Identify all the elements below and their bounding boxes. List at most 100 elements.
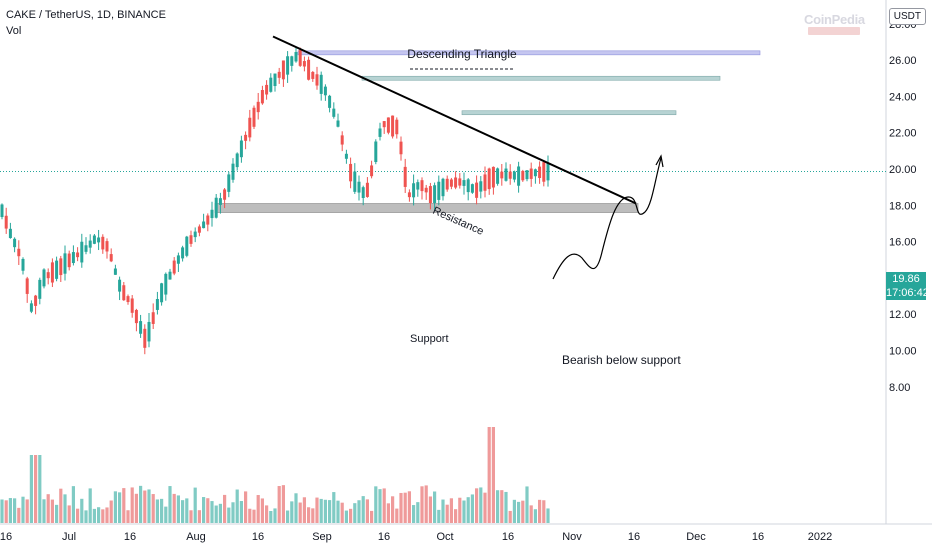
candle-body	[504, 168, 508, 181]
candle-body	[231, 163, 235, 180]
candle-body	[55, 260, 59, 279]
time-tick-label: 16	[628, 531, 640, 543]
price-tick-label: 20.00	[889, 164, 917, 176]
volume-bar	[508, 510, 512, 523]
volume-bar	[260, 498, 264, 523]
volume-bar	[189, 510, 193, 523]
candle-body	[500, 171, 504, 179]
candle-body	[210, 209, 214, 219]
candle-body	[151, 312, 155, 324]
candle-body	[298, 49, 302, 66]
candle-body	[88, 240, 92, 248]
symbol-title[interactable]: CAKE / TetherUS, 1D, BINANCE	[6, 9, 166, 21]
volume-bar	[344, 510, 348, 523]
volume-label[interactable]: Vol	[6, 25, 22, 37]
volume-bar	[50, 499, 54, 523]
candle-body	[248, 117, 252, 138]
volume-bar	[336, 500, 340, 523]
candle-body	[525, 170, 529, 180]
candle-body	[172, 260, 176, 274]
volume-bar	[412, 505, 416, 523]
candle-body	[542, 162, 546, 182]
volume-bar	[479, 487, 483, 523]
volume-bar	[244, 491, 248, 523]
candle-body	[265, 84, 269, 95]
volume-bar	[399, 492, 403, 523]
volume-bar	[38, 455, 42, 523]
candle-body	[202, 221, 206, 229]
volume-bar	[349, 508, 353, 523]
volume-bar	[311, 508, 315, 523]
candle-body	[109, 254, 113, 262]
volume-bar	[155, 499, 159, 523]
candle-body	[420, 180, 424, 192]
candle-body	[437, 181, 441, 200]
time-tick-label: 16	[752, 531, 764, 543]
candle-body	[323, 86, 327, 96]
volume-bar	[319, 498, 323, 523]
volume-bar	[286, 510, 290, 523]
volume-bar	[458, 497, 462, 523]
volume-bar	[202, 497, 206, 523]
candle-body	[118, 279, 122, 292]
candle-body	[139, 321, 143, 334]
volume-bar	[449, 498, 453, 523]
volume-bar	[386, 503, 390, 523]
volume-bar	[395, 508, 399, 523]
volume-group	[0, 427, 550, 523]
volume-bar	[63, 494, 67, 523]
volume-bar	[101, 509, 105, 523]
volume-bar	[277, 486, 281, 523]
candle-body	[357, 181, 361, 193]
candle-body	[17, 248, 21, 257]
candle-body	[155, 299, 159, 310]
resistance-trendline	[272, 35, 637, 205]
price-tick-label: 24.00	[889, 91, 917, 103]
candle-body	[361, 187, 365, 198]
volume-bar	[164, 506, 168, 523]
candle-body	[307, 59, 311, 80]
candle-body	[197, 226, 201, 233]
volume-bar	[210, 501, 214, 523]
volume-bar	[168, 486, 172, 523]
candle-body	[34, 295, 38, 306]
candle-body	[311, 71, 315, 79]
volume-bar	[407, 491, 411, 523]
candle-body	[517, 166, 521, 186]
volume-bar	[218, 503, 222, 523]
candle-body	[97, 237, 101, 243]
volume-bar	[353, 503, 357, 523]
candle-body	[378, 128, 382, 137]
candle-body	[403, 166, 407, 187]
currency-badge[interactable]: USDT	[888, 8, 926, 25]
candle-body	[281, 60, 285, 80]
candle-body	[496, 168, 500, 184]
candle-body	[0, 204, 4, 218]
volume-bar	[416, 502, 420, 523]
candle-body	[277, 71, 281, 78]
volume-bar	[172, 493, 176, 523]
volume-bar	[0, 499, 4, 523]
volume-bar	[512, 499, 516, 523]
candle-body	[214, 197, 218, 218]
bearish-note-annotation: Bearish below support	[562, 353, 681, 367]
target-level-band-mid	[361, 75, 721, 81]
candle-body	[428, 186, 432, 204]
volume-bar	[59, 488, 63, 523]
logo-text: CoinPedia	[804, 12, 865, 27]
volume-bar	[273, 508, 277, 523]
volume-bar	[181, 500, 185, 523]
candle-body	[260, 90, 264, 104]
candle-body	[386, 117, 390, 133]
candle-body	[399, 141, 403, 155]
volume-bar	[382, 488, 386, 523]
candle-body	[370, 165, 374, 177]
candle-body	[29, 303, 33, 312]
candle-body	[416, 182, 420, 190]
volume-bar	[307, 507, 311, 523]
candle-body	[189, 235, 193, 244]
candle-body	[223, 189, 227, 200]
candle-body	[235, 153, 239, 168]
candle-body	[176, 255, 180, 264]
